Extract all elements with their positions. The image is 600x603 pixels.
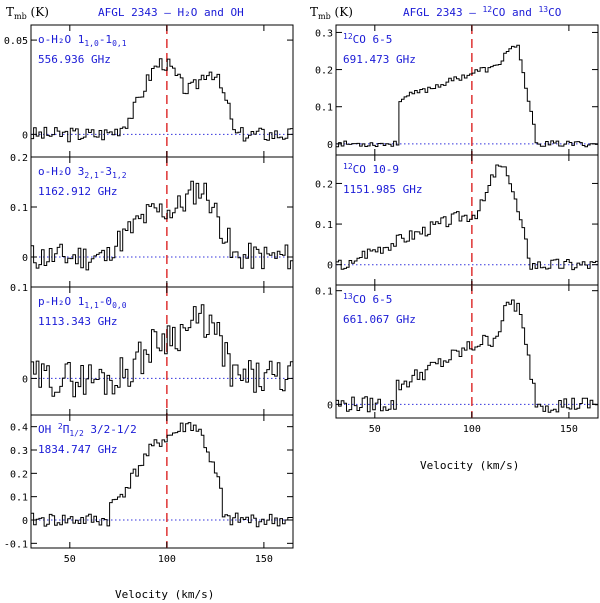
- right-panel-title: AFGL 2343 – 12CO and 13CO: [403, 5, 561, 19]
- spectrum-line: [336, 299, 599, 413]
- panel-co12-109: 0 0.1 0.2 12CO 10-9 1151.985 GHz: [315, 154, 599, 286]
- line-label: p-H₂O 11,1-00,0: [38, 295, 127, 310]
- y-tick-label: 0.2: [10, 469, 28, 480]
- spectrum-line: [31, 422, 294, 528]
- spectrum-line: [31, 180, 294, 271]
- line-frequency: 691.473 GHz: [343, 53, 416, 66]
- y-tick-label: 0.4: [10, 423, 28, 434]
- x-tick-label: 100: [463, 424, 481, 435]
- x-tick-label: 150: [255, 554, 273, 565]
- line-label: OH 2Π1/2 3/2-1/2: [38, 422, 137, 438]
- panel-frame: [335, 284, 599, 419]
- spectrum-line: [31, 58, 294, 143]
- panel-oh2o-2: 0 0.1 0.2 o-H₂O 32,1-31,2 1162.912 GHz: [10, 153, 294, 288]
- line-label: 13CO 6-5: [343, 292, 392, 306]
- line-frequency: 1113.343 GHz: [38, 315, 117, 328]
- y-tick-label: 0: [327, 400, 333, 411]
- x-tick-label: 100: [158, 554, 176, 565]
- x-tick-label: 50: [64, 554, 76, 565]
- left-panel-title: AFGL 2343 – H₂O and OH: [98, 6, 244, 19]
- y-tick-label: 0.2: [315, 66, 333, 77]
- y-tick-label: 0: [22, 130, 28, 141]
- line-frequency: 1834.747 GHz: [38, 443, 117, 456]
- panel-co12-65: 0 0.1 0.2 0.3 12CO 6-5 691.473 GHz: [315, 24, 599, 156]
- line-label: 12CO 6-5: [343, 32, 392, 46]
- y-tick-label: 0.1: [10, 203, 28, 214]
- spectrum-line: [336, 44, 599, 148]
- y-tick-label: 0.1: [10, 493, 28, 504]
- line-label: o-H₂O 32,1-31,2: [38, 165, 127, 180]
- panel-oh2o-1: 0 0.05 o-H₂O 11,0-10,1 556.936 GHz: [4, 24, 294, 158]
- y-tick-label: 0: [22, 374, 28, 385]
- panel-frame: [30, 414, 294, 549]
- y-tick-label: 0.1: [315, 220, 333, 231]
- line-label: 12CO 10-9: [343, 162, 399, 176]
- y-tick-label: 0: [22, 253, 28, 264]
- y-tick-label: 0.05: [4, 36, 28, 47]
- x-tick-label: 150: [560, 424, 578, 435]
- spectrum-line: [336, 164, 599, 271]
- y-tick-label: 0: [327, 261, 333, 272]
- y-tick-label: 0.2: [315, 179, 333, 190]
- line-frequency: 1162.912 GHz: [38, 185, 117, 198]
- y-axis-label-right: Tmb (K): [310, 5, 353, 21]
- y-axis-label-left: Tmb (K): [6, 5, 49, 21]
- y-tick-label: 0.1: [10, 283, 28, 294]
- y-tick-label: 0: [22, 516, 28, 527]
- y-tick-label: -0.1: [4, 539, 28, 550]
- line-frequency: 661.067 GHz: [343, 313, 416, 326]
- y-tick-label: 0.1: [315, 287, 333, 298]
- y-tick-label: 0.1: [315, 103, 333, 114]
- line-label: o-H₂O 11,0-10,1: [38, 33, 127, 48]
- x-axis-label-left: Velocity (km/s): [115, 588, 214, 601]
- y-tick-label: 0.3: [10, 446, 28, 457]
- line-frequency: 556.936 GHz: [38, 53, 111, 66]
- y-tick-label: 0: [327, 140, 333, 151]
- x-axis-label-right: Velocity (km/s): [420, 459, 519, 472]
- x-tick-label: 50: [369, 424, 381, 435]
- line-frequency: 1151.985 GHz: [343, 183, 422, 196]
- panel-oh: -0.1 0 0.1 0.2 0.3 0.4 50 100 150 OH 2Π1/2 3/2-1/…: [4, 414, 294, 565]
- panel-co13-65: 0 0.1 50 100 150 13CO 6-5 661.067 GHz: [315, 284, 599, 435]
- spectrum-line: [31, 304, 294, 398]
- panel-ph2o: 0 0.1 p-H₂O 11,1-00,0 1113.343 GHz: [10, 283, 294, 416]
- y-tick-label: 0.3: [315, 28, 333, 39]
- y-tick-label: 0.2: [10, 153, 28, 164]
- spectrum-panels: 0 0.05 o-H₂O 11,0-10,1 556.936 GHz 0 0.1 0.2 o-…: [4, 24, 599, 565]
